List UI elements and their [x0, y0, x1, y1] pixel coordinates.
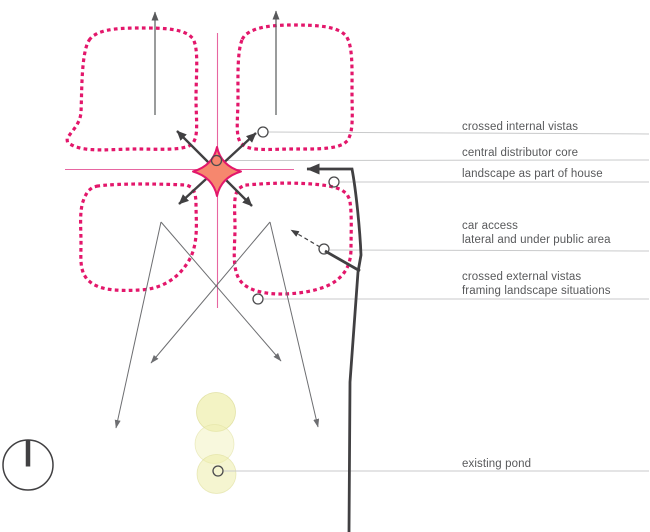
marker-existing-pond — [212, 465, 224, 477]
pond-circle-bottom — [196, 454, 237, 494]
annotation-markers — [210, 126, 340, 477]
label-line: lateral and under public area — [462, 234, 611, 246]
marker-internal-vistas — [257, 126, 269, 138]
leader-car-access — [329, 249, 650, 252]
leader-lines — [222, 131, 650, 472]
petal-top-left — [65, 26, 199, 152]
vista-line-right-outer — [269, 221, 320, 428]
label-line: existing pond — [462, 458, 532, 470]
label-landscape-as-part-of-house: landscape as part of house — [462, 167, 603, 181]
leader-distributor-core — [222, 159, 650, 161]
central-core-star — [192, 146, 242, 197]
crosshair-axes — [65, 33, 294, 308]
dotted-petals — [65, 23, 354, 296]
label-crossed-external-vistas: crossed external vistas framing landscap… — [462, 270, 611, 298]
label-line: central distributor core — [462, 147, 579, 159]
petal-bottom-right — [232, 181, 353, 296]
label-line: crossed external vistas — [462, 271, 582, 283]
marker-distributor-core — [210, 154, 223, 167]
vista-line-left-outer — [114, 221, 162, 429]
label-existing-pond: existing pond — [462, 457, 531, 471]
pond-circles — [194, 392, 237, 494]
north-circle — [2, 439, 54, 491]
external-vista-lines — [114, 221, 320, 429]
leader-internal-vistas — [267, 131, 650, 135]
car-access-tick — [324, 249, 361, 273]
label-line: crossed internal vistas — [462, 121, 579, 133]
petal-bottom-left — [79, 182, 198, 293]
top-arrows — [151, 10, 280, 115]
label-crossed-internal-vistas: crossed internal vistas — [462, 120, 578, 134]
marker-external-vistas — [252, 293, 264, 305]
label-line: car access — [462, 220, 518, 232]
label-line: framing landscape situations — [462, 285, 611, 297]
marker-landscape-house — [328, 176, 340, 188]
car-access-dashed-arrow — [290, 229, 321, 248]
label-line: landscape as part of house — [462, 168, 603, 180]
pond-circle-top — [196, 392, 236, 432]
label-central-distributor-core: central distributor core — [462, 146, 578, 160]
north-indicator-icon — [2, 439, 54, 491]
label-car-access: car access lateral and under public area — [462, 219, 611, 247]
vista-line-right-inner — [150, 221, 271, 364]
marker-car-access — [318, 243, 330, 255]
petal-top-right — [235, 23, 354, 152]
vista-line-left-inner — [160, 221, 282, 362]
boundary-line-arrow — [306, 163, 363, 532]
